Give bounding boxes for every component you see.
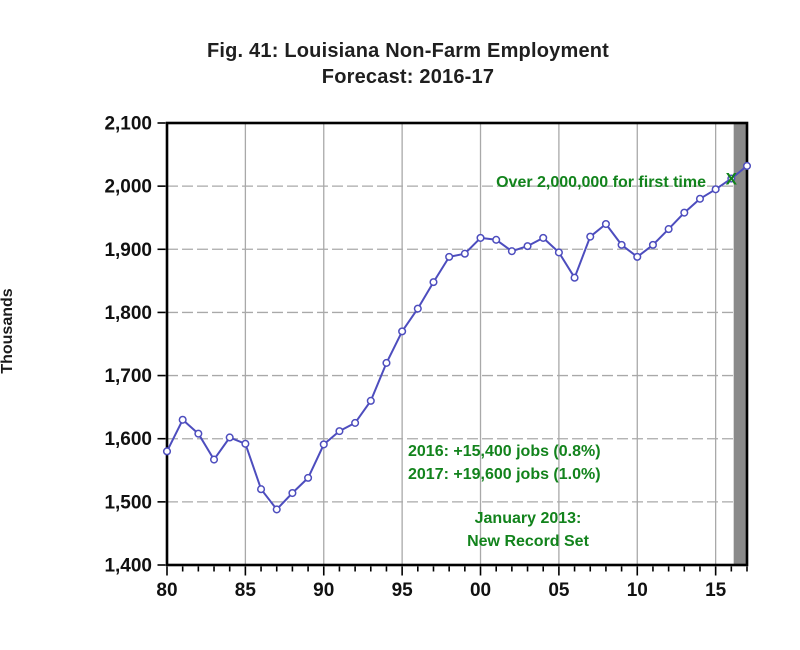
annotation-jobs-2017: 2017: +19,600 jobs (1.0%) — [408, 466, 601, 483]
svg-text:05: 05 — [548, 580, 570, 601]
chart-title-line2: Forecast: 2016-17 — [321, 66, 495, 88]
svg-text:80: 80 — [156, 580, 177, 601]
svg-text:2,100: 2,100 — [104, 114, 152, 135]
annotation-forecast-jobs: 2016: +15,400 jobs (0.8%) 2017: +19,600 … — [408, 440, 601, 486]
svg-text:15: 15 — [705, 580, 727, 601]
chart-title: Fig. 41: Louisiana Non-Farm Employment F… — [16, 38, 800, 90]
annotation-jobs-2016: 2016: +15,400 jobs (0.8%) — [408, 443, 601, 460]
chart-title-line1: Fig. 41: Louisiana Non-Farm Employment — [206, 40, 610, 62]
svg-text:1,400: 1,400 — [104, 556, 152, 577]
svg-text:1,500: 1,500 — [104, 492, 152, 513]
svg-text:85: 85 — [235, 580, 257, 601]
svg-text:1,800: 1,800 — [104, 303, 152, 324]
annotation-over-2m: Over 2,000,000 for first time — [496, 174, 706, 191]
svg-text:90: 90 — [313, 580, 334, 601]
annotation-jan-2013-line2: New Record Set — [467, 533, 589, 550]
record-x-marker: X — [726, 170, 738, 189]
svg-text:1,600: 1,600 — [104, 429, 152, 450]
svg-text:1,900: 1,900 — [104, 240, 152, 261]
svg-text:2,000: 2,000 — [104, 177, 152, 198]
annotation-jan-2013-line1: January 2013: — [474, 510, 582, 527]
svg-text:1,700: 1,700 — [104, 366, 152, 387]
svg-text:00: 00 — [470, 580, 491, 601]
svg-text:10: 10 — [627, 580, 648, 601]
svg-text:95: 95 — [392, 580, 414, 601]
annotation-january-2013: January 2013: New Record Set — [418, 507, 638, 553]
